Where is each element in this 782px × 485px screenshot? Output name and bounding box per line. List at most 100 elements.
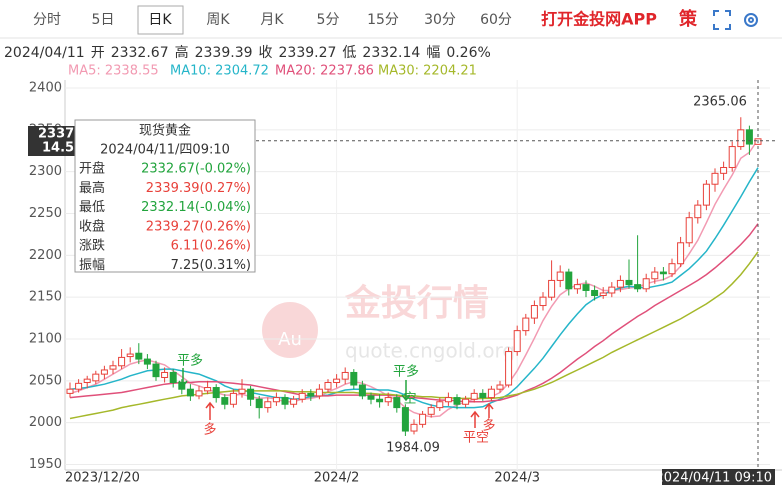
candle-body	[496, 384, 504, 390]
selected-tab-box	[137, 5, 184, 35]
tooltip-row-label: 最高	[79, 180, 105, 196]
summary-item: 收	[259, 45, 273, 61]
candle-body	[238, 388, 246, 394]
tooltip-date: 2024/04/11/四09:10	[100, 143, 230, 158]
summary-item: 0.26%	[446, 45, 490, 61]
tooltip-row-label: 涨跌	[79, 238, 105, 254]
candle-body	[642, 278, 650, 290]
candle-body	[608, 286, 616, 294]
candle-body	[272, 397, 280, 403]
candle-body	[212, 387, 220, 399]
summary-line: 2024/04/11 开 2332.67 高 2339.39 收 2339.27 低 2332.…	[4, 44, 491, 61]
candle-body	[539, 296, 547, 307]
x-tick-label: 2023/12/20	[65, 471, 140, 485]
y-tick-label: 2050	[29, 373, 62, 388]
candle-body	[307, 392, 315, 397]
candle-body	[393, 397, 401, 409]
candle-body	[634, 284, 642, 290]
candle-body	[677, 242, 685, 265]
candle-body	[376, 398, 384, 403]
x-cursor-label-box	[662, 469, 775, 485]
legend-entry: MA20: 2237.86	[275, 64, 374, 79]
watermark-url: quote.cngold.org	[345, 339, 515, 363]
candle-body	[453, 397, 461, 405]
fullscreen-icon[interactable]	[713, 10, 731, 30]
y-tick-label: 2100	[29, 332, 62, 347]
settings-icon[interactable]	[744, 13, 758, 27]
candle-body	[66, 388, 74, 394]
candle-body	[573, 284, 581, 290]
signal-arrow-head	[205, 401, 215, 409]
tab[interactable]: 分时	[33, 12, 61, 28]
summary-item: 2339.27	[279, 45, 337, 61]
tab[interactable]: 日K	[148, 12, 172, 28]
tab[interactable]: 周K	[206, 12, 230, 28]
summary-item: 2332.14	[362, 45, 420, 61]
strategy-icon[interactable]: 策	[679, 8, 698, 30]
signal-arrow-head	[484, 402, 494, 410]
y-tick-label: 2000	[29, 415, 62, 430]
x-tick-label: 2024/04/11 09:10	[655, 471, 772, 485]
min-label: 1984.09	[386, 441, 440, 456]
tooltip-row-value: 7.25(0.31%)	[171, 258, 251, 273]
candle-body	[745, 129, 753, 145]
legend-entry: MA5: 2338.55	[68, 64, 159, 79]
tab[interactable]: 5分	[317, 12, 340, 28]
candle-body	[711, 172, 719, 185]
signal-arrow-head	[470, 410, 480, 418]
candle-body	[728, 146, 736, 168]
app-link[interactable]: 打开金投网APP	[541, 10, 657, 29]
candle-body	[100, 369, 108, 375]
tab[interactable]: 60分	[480, 12, 512, 28]
max-label: 2365.06	[693, 95, 747, 110]
candle-body	[83, 378, 91, 384]
legend-entry: MA10: 2304.72	[170, 64, 269, 79]
x-tick-label: 2024/2	[314, 471, 360, 485]
candle-body	[505, 351, 513, 386]
tab[interactable]: 月K	[260, 12, 284, 28]
candle-body	[737, 129, 745, 148]
candle-body	[556, 271, 564, 281]
signal-label: 多	[482, 418, 495, 434]
candle-body	[247, 388, 255, 400]
candle-body	[668, 263, 676, 275]
y-tick-label: 2200	[29, 248, 62, 263]
candle-body	[702, 183, 710, 206]
tab[interactable]: 30分	[424, 12, 456, 28]
candle-body	[204, 387, 212, 392]
tab[interactable]: 15分	[367, 12, 399, 28]
legend-entry: MA30: 2204.21	[378, 64, 477, 79]
candle-body	[444, 397, 452, 403]
candle-body	[427, 407, 435, 415]
y-tick-label: 2300	[29, 164, 62, 179]
candle-body	[367, 395, 375, 400]
summary-item: 幅	[426, 45, 440, 61]
tooltip-box	[74, 119, 256, 273]
candle-body	[548, 279, 556, 298]
candle-body	[186, 388, 194, 397]
signal-label: 平多	[177, 353, 203, 369]
candle-body	[436, 401, 444, 409]
candle-body	[298, 392, 306, 400]
signal-arrow-head	[401, 394, 411, 402]
watermark: Au 金投行情 quote.cngold.org	[262, 282, 515, 363]
summary-item: 2332.67	[111, 45, 169, 61]
candle-body	[315, 388, 323, 397]
tooltip-row-value: 2339.39(0.27%)	[146, 181, 251, 196]
signal-label: 多	[203, 422, 216, 438]
candle-body	[591, 289, 599, 296]
tab[interactable]: 5日	[92, 12, 115, 28]
candle-body	[221, 397, 229, 405]
tooltip-row-value: 6.11(0.26%)	[171, 239, 251, 254]
candle-body	[178, 382, 186, 390]
candle-body	[161, 371, 169, 378]
candle-body	[126, 353, 134, 358]
candle-body	[582, 284, 590, 291]
candle-body	[281, 397, 289, 405]
candle-body	[530, 305, 538, 319]
candle-body	[599, 292, 607, 296]
crosshair-label-box	[28, 126, 78, 156]
candle-body	[479, 392, 487, 399]
x-tick-label: 2024/3	[494, 471, 540, 485]
summary-item: 开	[91, 45, 105, 61]
